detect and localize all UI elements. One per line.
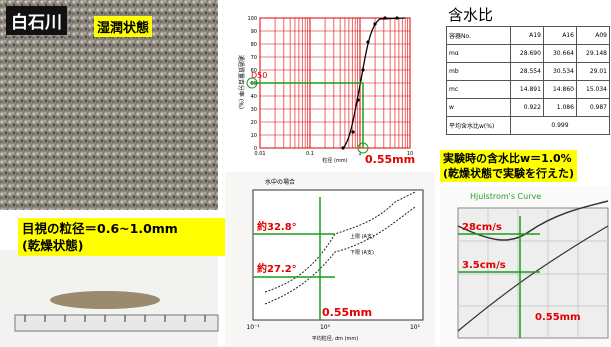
velocity-high: 28cm/s (462, 222, 502, 233)
text: (乾燥状態で実験を行えた) (443, 167, 575, 180)
y-tick-label: 70 (251, 55, 257, 61)
experiment-note: 実験時の含水比w＝1.0% (乾燥状態で実験を行えた) (440, 150, 578, 182)
x-tick-label: 10¹ (410, 324, 421, 331)
table-cell: 14.891 (509, 80, 544, 99)
x-tick-label: 0.1 (306, 151, 314, 157)
visual-grain-box: 目視の粒径＝0.6~1.0mm (乾燥状態) (18, 218, 226, 256)
curve-point (361, 68, 365, 72)
table-cell: 1.086 (542, 98, 577, 117)
table-title: 含水比 (448, 6, 494, 24)
y-tick-label: 20 (251, 120, 257, 126)
y-tick-label: 60 (251, 68, 257, 74)
table-cell: mb (446, 62, 511, 81)
lower-label: 下限 (A支) (350, 249, 374, 256)
table-cell: 28.554 (509, 62, 544, 81)
size-note: 0.55mm (365, 153, 415, 166)
table-row: 容器No. A19 A16 A09 (446, 26, 611, 45)
x-tick-label: 10 (407, 151, 413, 157)
curve-point (383, 16, 387, 20)
table-cell: w (446, 98, 511, 117)
table-cell: 28.690 (509, 44, 544, 63)
x-axis-label: 粒径 (mm) (322, 157, 347, 164)
y-axis-label: 通過質量百分率 (%) (237, 55, 245, 109)
y-tick-label: 50 (251, 81, 257, 87)
y-tick-label: 40 (251, 94, 257, 100)
curve-point (395, 16, 399, 20)
photos (0, 0, 219, 347)
table-cell: 平均含水比w(%) (446, 116, 511, 135)
table-row: mc 14.891 14.860 15.034 (446, 80, 611, 99)
site-label: 白石川 (6, 6, 67, 35)
angle-low: 約27.2° (257, 262, 297, 275)
table-cell: A16 (542, 26, 577, 45)
d50-label: D50 (251, 71, 267, 80)
table-cell: 0.922 (509, 98, 544, 117)
table-cell: 0.999 (509, 116, 611, 135)
table-cell: 14.860 (542, 80, 577, 99)
x-axis-label: 平均粒径, dm (mm) (312, 335, 359, 342)
table-cell: A19 (509, 26, 544, 45)
marker (357, 142, 369, 154)
y-tick-label: 90 (251, 29, 257, 35)
y-tick-label: 80 (251, 42, 257, 48)
y-tick-label: 100 (247, 16, 257, 22)
table-cell: 29.148 (575, 44, 611, 63)
curve-point (366, 40, 370, 44)
table-cell: mc (446, 80, 511, 99)
x-tick-label: 10⁻¹ (246, 324, 260, 331)
table-row: mb 28.554 30.534 29.01 (446, 62, 611, 81)
table-cell: mα (446, 44, 511, 63)
x-tick-label: 1 (358, 151, 361, 157)
table-row: w 0.922 1.086 0.987 (446, 98, 611, 117)
table-cell: 30.664 (542, 44, 577, 63)
angle-high: 約32.8° (257, 220, 297, 233)
table-cell: 15.034 (575, 80, 611, 99)
curve-point (341, 146, 345, 150)
text: (乾燥状態) (22, 238, 84, 253)
y-tick-label: 0 (254, 146, 257, 152)
wet-label: 湿潤状態 (94, 16, 153, 37)
y-tick-label: 10 (251, 133, 257, 139)
shields-chart: 水中の場合 上限 (A支) 下限 (A支) 約32.8° 約27.2° 0.55… (225, 172, 435, 347)
size-note: 0.55mm (535, 312, 581, 323)
hjulstrom-chart: Hjulstrom's Curve 28cm/s 3.5cm/s 0.55mm (440, 186, 611, 347)
table-cell: A09 (575, 26, 611, 45)
table-cell: 30.534 (542, 62, 577, 81)
x-tick-label: 0.01 (254, 151, 265, 157)
curve-point (351, 130, 355, 134)
table-cell: 0.987 (575, 98, 611, 117)
upper-label: 上限 (A支) (350, 233, 374, 240)
table-row: mα 28.690 30.664 29.148 (446, 44, 611, 63)
title: Hjulstrom's Curve (470, 192, 541, 201)
table-row: 平均含水比w(%) 0.999 (446, 116, 611, 135)
y-tick-label: 30 (251, 107, 257, 113)
velocity-low: 3.5cm/s (462, 260, 506, 271)
text: 目視の粒径＝0.6~1.0mm (22, 221, 178, 236)
table-cell: 29.01 (575, 62, 611, 81)
x-tick-label: 10⁰ (320, 324, 331, 331)
size-note: 0.55mm (322, 306, 372, 319)
text: 実験時の含水比w＝1.0% (443, 152, 572, 165)
water-content-table: 容器No. A19 A16 A09 mα 28.690 30.664 29.148 mb 28.5… (446, 26, 611, 135)
curve-point (356, 98, 360, 102)
curve-point (373, 22, 377, 26)
marker (246, 77, 258, 89)
ruler (14, 314, 219, 332)
table-cell: 容器No. (446, 26, 511, 45)
grain-size-chart: 通過質量百分率 (%) 粒径 (mm) 0.55mm 0 10 20 30 40 50 60… (237, 16, 415, 166)
caption: 水中の場合 (265, 178, 295, 186)
